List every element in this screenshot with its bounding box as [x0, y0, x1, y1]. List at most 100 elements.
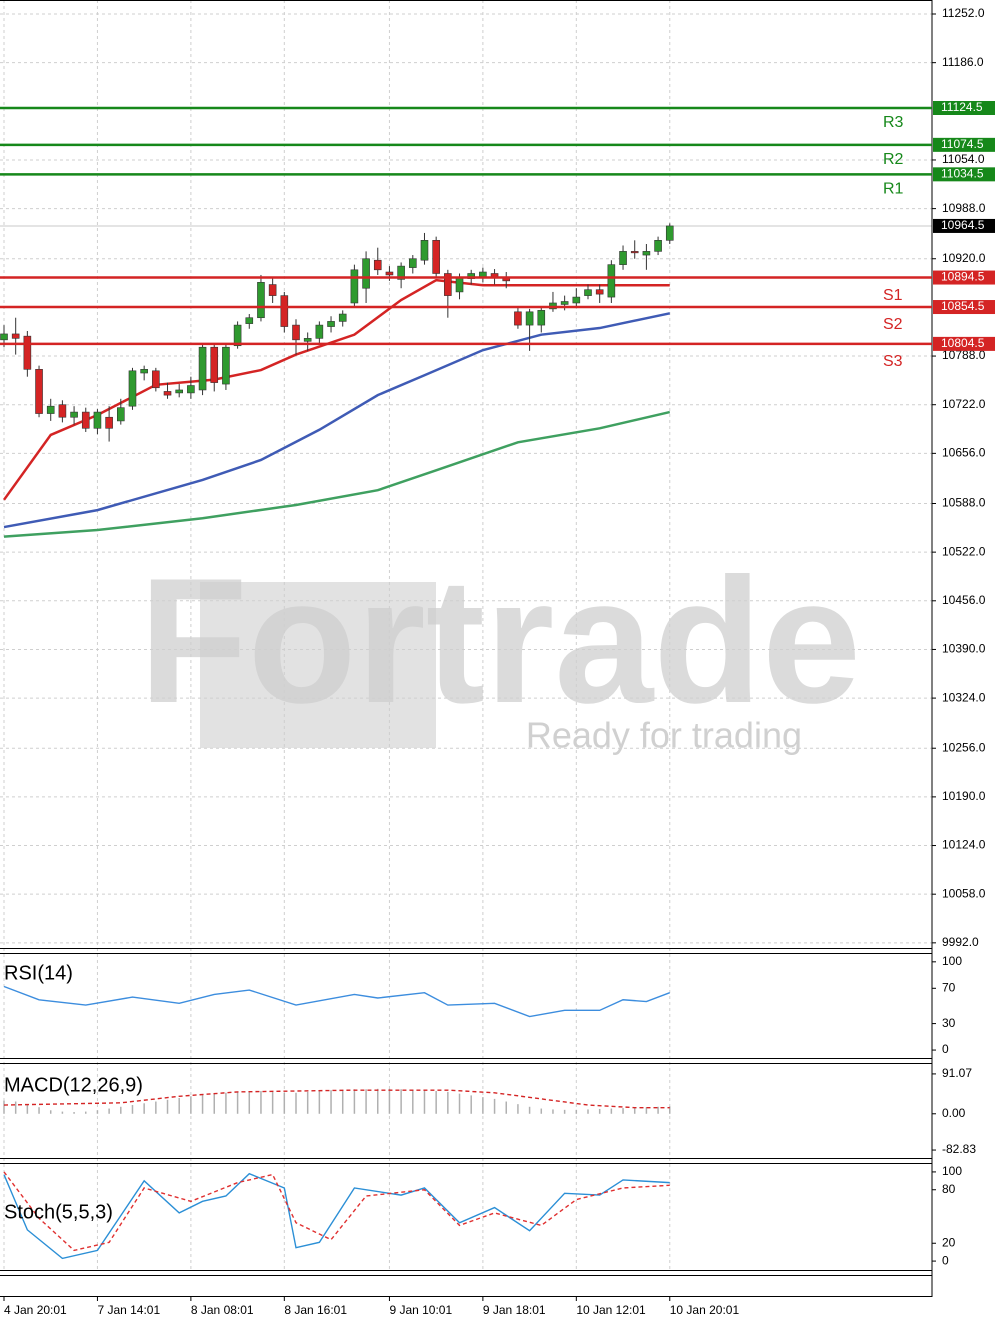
y-tick-label: 30: [942, 1016, 956, 1030]
x-tick-label: 10 Jan 20:01: [670, 1303, 740, 1317]
candle-body: [292, 324, 300, 341]
candle-body: [128, 370, 137, 407]
y-tick-label: 10456.0: [942, 593, 986, 607]
candle-body: [140, 369, 148, 374]
x-tick-label: 8 Jan 16:01: [284, 1303, 347, 1317]
candle-body: [607, 264, 616, 298]
y-tick-label: 0: [942, 1042, 949, 1056]
candle-body: [385, 271, 394, 276]
indicator-line: [3, 1171, 670, 1252]
candle-body: [280, 295, 289, 327]
y-tick-label: 10058.0: [942, 886, 986, 900]
candle-body: [11, 333, 20, 339]
candle-body: [303, 338, 312, 342]
y-tick-label: 10656.0: [942, 446, 986, 460]
level-price: 10804.5: [941, 336, 985, 350]
indicator-line: [3, 985, 671, 1018]
panel-frame: [0, 953, 933, 1059]
candle-body: [327, 321, 335, 327]
candle-body: [619, 251, 627, 265]
indicator-title: Stoch(5,5,3): [4, 1201, 113, 1223]
candle-body: [175, 389, 183, 394]
moving-average: [3, 410, 671, 538]
y-tick-label: -82.83: [942, 1142, 976, 1156]
candle-body: [455, 276, 464, 293]
candle-body: [373, 259, 382, 271]
candle-body: [338, 313, 347, 322]
price-box: [933, 300, 995, 315]
candle-body: [584, 289, 592, 296]
candle-body: [420, 240, 429, 261]
candle-body: [560, 301, 569, 305]
x-tick-label: 7 Jan 14:01: [97, 1303, 160, 1317]
candle-body: [245, 317, 254, 324]
candle-body: [315, 324, 324, 339]
candle-body: [444, 273, 452, 296]
candle-body: [198, 346, 207, 391]
panel-frame: [0, 1163, 933, 1271]
candle-body: [187, 385, 195, 394]
y-tick-label: 11054.0: [942, 152, 985, 166]
candle-body: [397, 265, 405, 280]
price-box: [933, 270, 995, 285]
level-price: 11074.5: [941, 137, 984, 151]
y-tick-label: 10390.0: [942, 642, 986, 656]
y-tick-label: 10588.0: [942, 496, 986, 510]
y-tick-label: 70: [942, 980, 956, 994]
candle-body: [350, 269, 359, 304]
level-label: S3: [883, 353, 903, 370]
level-label: R3: [883, 114, 904, 131]
indicator-title: RSI(14): [4, 962, 73, 984]
candle-body: [362, 258, 370, 289]
candle-body: [595, 289, 604, 295]
candle-body: [210, 346, 219, 383]
indicator-line: [3, 1172, 670, 1260]
candle-body: [163, 391, 172, 396]
y-tick-label: 10256.0: [942, 740, 986, 754]
level-price: 11034.5: [941, 167, 984, 181]
panel-frame: [0, 1063, 933, 1159]
level-price: 11124.5: [941, 100, 983, 114]
candle-body: [654, 240, 662, 252]
y-tick-label: 80: [942, 1182, 956, 1196]
panel-frame: [0, 1275, 933, 1297]
candle-body: [105, 416, 113, 429]
watermark-subtitle: Ready for trading: [526, 715, 802, 756]
candle-body: [35, 369, 43, 414]
last-price: 10964.5: [941, 218, 985, 232]
candle-body: [81, 411, 90, 429]
y-tick-label: 10920.0: [942, 251, 986, 265]
candle-body: [70, 411, 78, 418]
x-tick-label: 8 Jan 08:01: [191, 1303, 254, 1317]
moving-average: [3, 312, 671, 529]
price-box: [933, 100, 995, 115]
level-label: R1: [883, 181, 904, 198]
y-tick-label: 0: [942, 1253, 949, 1267]
y-tick-label: 10788.0: [942, 348, 986, 362]
price-box: [933, 218, 995, 233]
candle-body: [117, 407, 125, 422]
watermark-title: Fortrade: [139, 541, 861, 740]
y-tick-label: 100: [942, 954, 962, 968]
candle-body: [222, 346, 230, 385]
price-box: [933, 336, 995, 351]
x-tick-label: 4 Jan 20:01: [4, 1303, 67, 1317]
y-tick-label: 0.00: [942, 1106, 966, 1120]
y-tick-label: 10988.0: [942, 201, 986, 215]
y-tick-label: 11252.0: [942, 6, 985, 20]
candle-body: [0, 333, 8, 341]
candle-body: [432, 240, 440, 274]
candle-body: [642, 251, 651, 256]
candle-body: [514, 311, 522, 326]
level-label: R2: [883, 151, 904, 168]
y-tick-label: 100: [942, 1164, 962, 1178]
candle-body: [23, 335, 32, 370]
price-box: [933, 167, 995, 182]
y-tick-label: 10522.0: [942, 544, 986, 558]
y-tick-label: 10324.0: [942, 690, 986, 704]
level-label: S2: [883, 316, 903, 333]
y-tick-label: 10722.0: [942, 397, 986, 411]
y-tick-label: 10190.0: [942, 789, 986, 803]
